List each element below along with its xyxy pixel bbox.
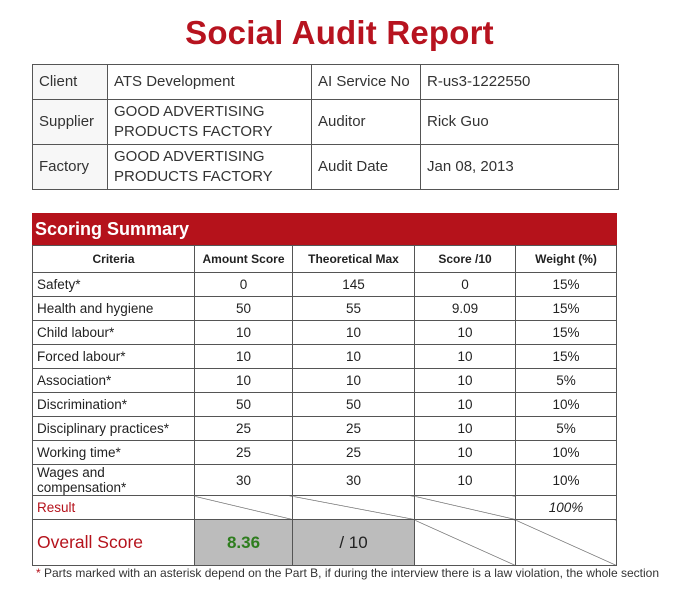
score-row: Child labour* 10 10 10 15% xyxy=(32,320,617,345)
theoretical-max-cell: 55 xyxy=(292,296,415,321)
score-10-cell: 10 xyxy=(414,368,516,393)
weight-cell: 10% xyxy=(515,464,617,496)
scoring-table: Criteria Amount Score Theoretical Max Sc… xyxy=(32,245,617,566)
score-10-cell: 10 xyxy=(414,416,516,441)
score-10-cell: 10 xyxy=(414,392,516,417)
audit-date-value: Jan 08, 2013 xyxy=(420,144,619,190)
result-label: Result xyxy=(32,495,195,520)
score-10-cell: 10 xyxy=(414,440,516,465)
overall-score-value: 8.36 xyxy=(194,519,293,566)
supplier-value: GOOD ADVERTISING PRODUCTS FACTORY xyxy=(107,99,312,145)
amount-score-cell: 10 xyxy=(194,344,293,369)
weight-cell: 5% xyxy=(515,416,617,441)
result-empty-cell xyxy=(292,495,415,520)
score-row: Health and hygiene 50 55 9.09 15% xyxy=(32,296,617,321)
amount-score-cell: 0 xyxy=(194,272,293,297)
client-value: ATS Development xyxy=(107,64,312,100)
score-10-cell: 10 xyxy=(414,320,516,345)
amount-score-cell: 25 xyxy=(194,440,293,465)
theoretical-max-cell: 25 xyxy=(292,440,415,465)
overall-score-label: Overall Score xyxy=(32,519,195,566)
theoretical-max-cell: 10 xyxy=(292,320,415,345)
score-10-cell: 0 xyxy=(414,272,516,297)
score-row: Working time* 25 25 10 10% xyxy=(32,440,617,465)
theoretical-max-cell: 10 xyxy=(292,368,415,393)
theoretical-max-cell: 50 xyxy=(292,392,415,417)
result-weight: 100% xyxy=(515,495,617,520)
amount-score-cell: 10 xyxy=(194,368,293,393)
weight-cell: 15% xyxy=(515,344,617,369)
score-row: Forced labour* 10 10 10 15% xyxy=(32,344,617,369)
supplier-label: Supplier xyxy=(32,99,108,145)
criteria-cell: Health and hygiene xyxy=(32,296,195,321)
auditor-value: Rick Guo xyxy=(420,99,619,145)
footnote-asterisk: * xyxy=(36,566,41,580)
supplier-value-line1: GOOD ADVERTISING xyxy=(114,103,265,120)
client-label: Client xyxy=(32,64,108,100)
amount-score-cell: 10 xyxy=(194,320,293,345)
header-amount-score: Amount Score xyxy=(194,245,293,273)
result-empty-cell xyxy=(194,495,293,520)
factory-label: Factory xyxy=(32,144,108,190)
score-row: Discrimination* 50 50 10 10% xyxy=(32,392,617,417)
weight-cell: 5% xyxy=(515,368,617,393)
header-theoretical-max: Theoretical Max xyxy=(292,245,415,273)
score-row: Safety* 0 145 0 15% xyxy=(32,272,617,297)
score-10-cell: 10 xyxy=(414,344,516,369)
score-row: Wages and compensation* 30 30 10 10% xyxy=(32,464,617,496)
criteria-cell: Association* xyxy=(32,368,195,393)
report-info-table: Client ATS Development AI Service No R-u… xyxy=(32,64,619,190)
result-empty-cell xyxy=(414,495,516,520)
scoring-summary-heading: Scoring Summary xyxy=(32,213,617,245)
service-no-value: R-us3-1222550 xyxy=(420,64,619,100)
factory-value: GOOD ADVERTISING PRODUCTS FACTORY xyxy=(107,144,312,190)
amount-score-cell: 30 xyxy=(194,464,293,496)
header-weight: Weight (%) xyxy=(515,245,617,273)
report-title: Social Audit Report xyxy=(185,14,494,51)
criteria-cell: Safety* xyxy=(32,272,195,297)
result-row: Result 100% xyxy=(32,495,617,520)
criteria-cell: Forced labour* xyxy=(32,344,195,369)
theoretical-max-cell: 25 xyxy=(292,416,415,441)
header-score-10: Score /10 xyxy=(414,245,516,273)
theoretical-max-cell: 145 xyxy=(292,272,415,297)
audit-date-label: Audit Date xyxy=(311,144,421,190)
score-10-cell: 10 xyxy=(414,464,516,496)
overall-score-max: / 10 xyxy=(292,519,415,566)
weight-cell: 15% xyxy=(515,296,617,321)
amount-score-cell: 50 xyxy=(194,392,293,417)
weight-cell: 15% xyxy=(515,272,617,297)
factory-value-line1: GOOD ADVERTISING xyxy=(114,148,265,165)
supplier-value-line2: PRODUCTS FACTORY xyxy=(114,123,273,140)
theoretical-max-cell: 10 xyxy=(292,344,415,369)
overall-empty-cell xyxy=(414,519,516,566)
overall-empty-cell xyxy=(515,519,617,566)
criteria-cell: Disciplinary practices* xyxy=(32,416,195,441)
criteria-cell: Working time* xyxy=(32,440,195,465)
auditor-label: Auditor xyxy=(311,99,421,145)
service-no-label: AI Service No xyxy=(311,64,421,100)
overall-score-row: Overall Score 8.36 / 10 xyxy=(32,519,617,566)
scoring-header-row: Criteria Amount Score Theoretical Max Sc… xyxy=(32,245,617,273)
score-row: Disciplinary practices* 25 25 10 5% xyxy=(32,416,617,441)
footnote: * Parts marked with an asterisk depend o… xyxy=(36,566,659,580)
weight-cell: 15% xyxy=(515,320,617,345)
score-row: Association* 10 10 10 5% xyxy=(32,368,617,393)
weight-cell: 10% xyxy=(515,440,617,465)
criteria-cell: Discrimination* xyxy=(32,392,195,417)
header-criteria: Criteria xyxy=(32,245,195,273)
theoretical-max-cell: 30 xyxy=(292,464,415,496)
amount-score-cell: 50 xyxy=(194,296,293,321)
footnote-text: Parts marked with an asterisk depend on … xyxy=(40,566,659,580)
score-10-cell: 9.09 xyxy=(414,296,516,321)
factory-value-line2: PRODUCTS FACTORY xyxy=(114,168,273,185)
amount-score-cell: 25 xyxy=(194,416,293,441)
criteria-cell: Child labour* xyxy=(32,320,195,345)
criteria-cell: Wages and compensation* xyxy=(32,464,195,496)
weight-cell: 10% xyxy=(515,392,617,417)
